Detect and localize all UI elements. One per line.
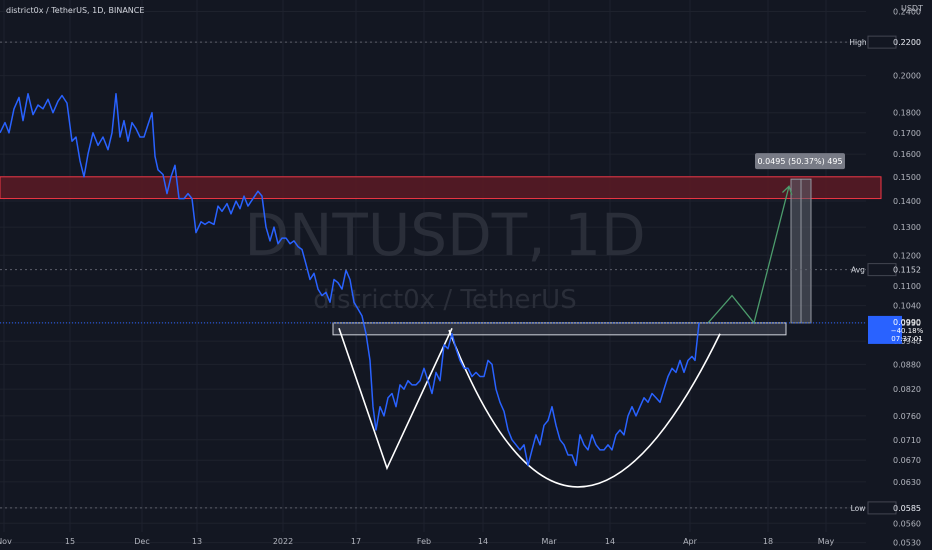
y-tick-label: 0.0940 xyxy=(893,337,921,346)
ref-value-low: 0.0585 xyxy=(893,504,921,513)
x-tick-label: 14 xyxy=(478,537,488,546)
y-tick-label: 0.2400 xyxy=(893,8,921,17)
bar-countdown: 07:37:01 xyxy=(891,335,922,343)
y-tick-label: 0.1400 xyxy=(893,197,921,206)
y-tick-label: 0.0990 xyxy=(893,319,921,328)
watermark-symbol: DNTUSDT, 1D xyxy=(244,201,645,269)
ref-label-high: High xyxy=(849,38,866,47)
y-tick-label: 0.1600 xyxy=(893,150,921,159)
y-tick-label: 0.2000 xyxy=(893,72,921,81)
projection-arrowhead xyxy=(781,185,793,196)
x-tick-label: 17 xyxy=(351,537,361,546)
projection-path[interactable] xyxy=(707,186,790,325)
x-tick-label: 18 xyxy=(763,537,773,546)
ref-label-low: Low xyxy=(851,504,866,513)
x-tick-label: May xyxy=(818,537,835,546)
ref-value-high: 0.2200 xyxy=(893,38,921,47)
price-line[interactable] xyxy=(0,92,700,467)
price-axis[interactable]: USDT 0.2400 0.2200 0.2000 0.1800 0.1700 0.160… xyxy=(893,4,923,548)
y-tick-label: 0.1500 xyxy=(893,173,921,182)
x-tick-label: 15 xyxy=(65,537,75,546)
y-tick-label: 0.1300 xyxy=(893,223,921,232)
x-tick-label: Nov xyxy=(0,537,12,546)
x-tick-label: Dec xyxy=(134,537,149,546)
ref-label-avg: Avg xyxy=(851,266,865,275)
y-tick-label: 0.0630 xyxy=(893,478,921,487)
y-tick-label: 0.0560 xyxy=(893,519,921,528)
neckline-zone[interactable] xyxy=(332,322,787,336)
y-tick-label: 0.0585 xyxy=(893,504,921,513)
current-change: −40.18% xyxy=(891,327,924,335)
y-tick-label: 0.1800 xyxy=(893,109,921,118)
current-price: 0.0990 xyxy=(893,318,921,327)
y-unit-label: USDT xyxy=(901,4,923,13)
ref-tag-low xyxy=(867,501,897,515)
double-bottom-pattern[interactable] xyxy=(338,327,453,471)
x-tick-label: Mar xyxy=(541,537,557,546)
measurement-label-box xyxy=(755,153,845,170)
cup-pattern[interactable] xyxy=(448,329,721,488)
y-tick-label: 0.1040 xyxy=(893,302,921,311)
resistance-zone[interactable] xyxy=(0,176,882,200)
chart-title: district0x / TetherUS, 1D, BINANCE xyxy=(6,6,144,15)
x-tick-label: 2022 xyxy=(273,537,293,546)
ref-tag-avg xyxy=(867,263,897,277)
y-tick-label: 0.1100 xyxy=(893,282,921,291)
grid-lines xyxy=(0,0,866,544)
y-tick-label: 0.0710 xyxy=(893,436,921,445)
y-tick-label: 0.0760 xyxy=(893,412,921,421)
chart-annotations: 0.0495 (50.37%) 495 xyxy=(0,153,882,488)
price-series[interactable] xyxy=(0,92,700,467)
y-tick-label: 0.1700 xyxy=(893,129,921,138)
y-tick-label: 0.0820 xyxy=(893,385,921,394)
y-tick-label: 0.0530 xyxy=(893,539,921,548)
ref-value-avg: 0.1152 xyxy=(893,266,921,275)
y-tick-label: 0.2200 xyxy=(893,38,921,47)
y-tick-label: 0.1200 xyxy=(893,251,921,260)
ref-tag-high xyxy=(867,35,897,49)
x-tick-label: 13 xyxy=(192,537,202,546)
x-tick-label: 14 xyxy=(605,537,615,546)
price-reference-lines: High Avg Low xyxy=(0,38,867,513)
price-tags: 0.2200 0.1152 0.0585 0.0990−40.18%07:37:01 xyxy=(867,35,924,515)
x-tick-label: Feb xyxy=(417,537,431,546)
y-tick-label: 0.0880 xyxy=(893,360,921,369)
measurement-label: 0.0495 (50.37%) 495 xyxy=(757,157,842,166)
y-tick-label: 0.0670 xyxy=(893,456,921,465)
watermark-name: district0x / TetherUS xyxy=(313,285,576,315)
current-price-badge[interactable] xyxy=(868,315,902,344)
time-axis[interactable]: Nov 15 Dec 13 2022 17 Feb 14 Mar 14 Apr 18 May xyxy=(0,537,835,546)
x-tick-label: Apr xyxy=(683,537,698,546)
